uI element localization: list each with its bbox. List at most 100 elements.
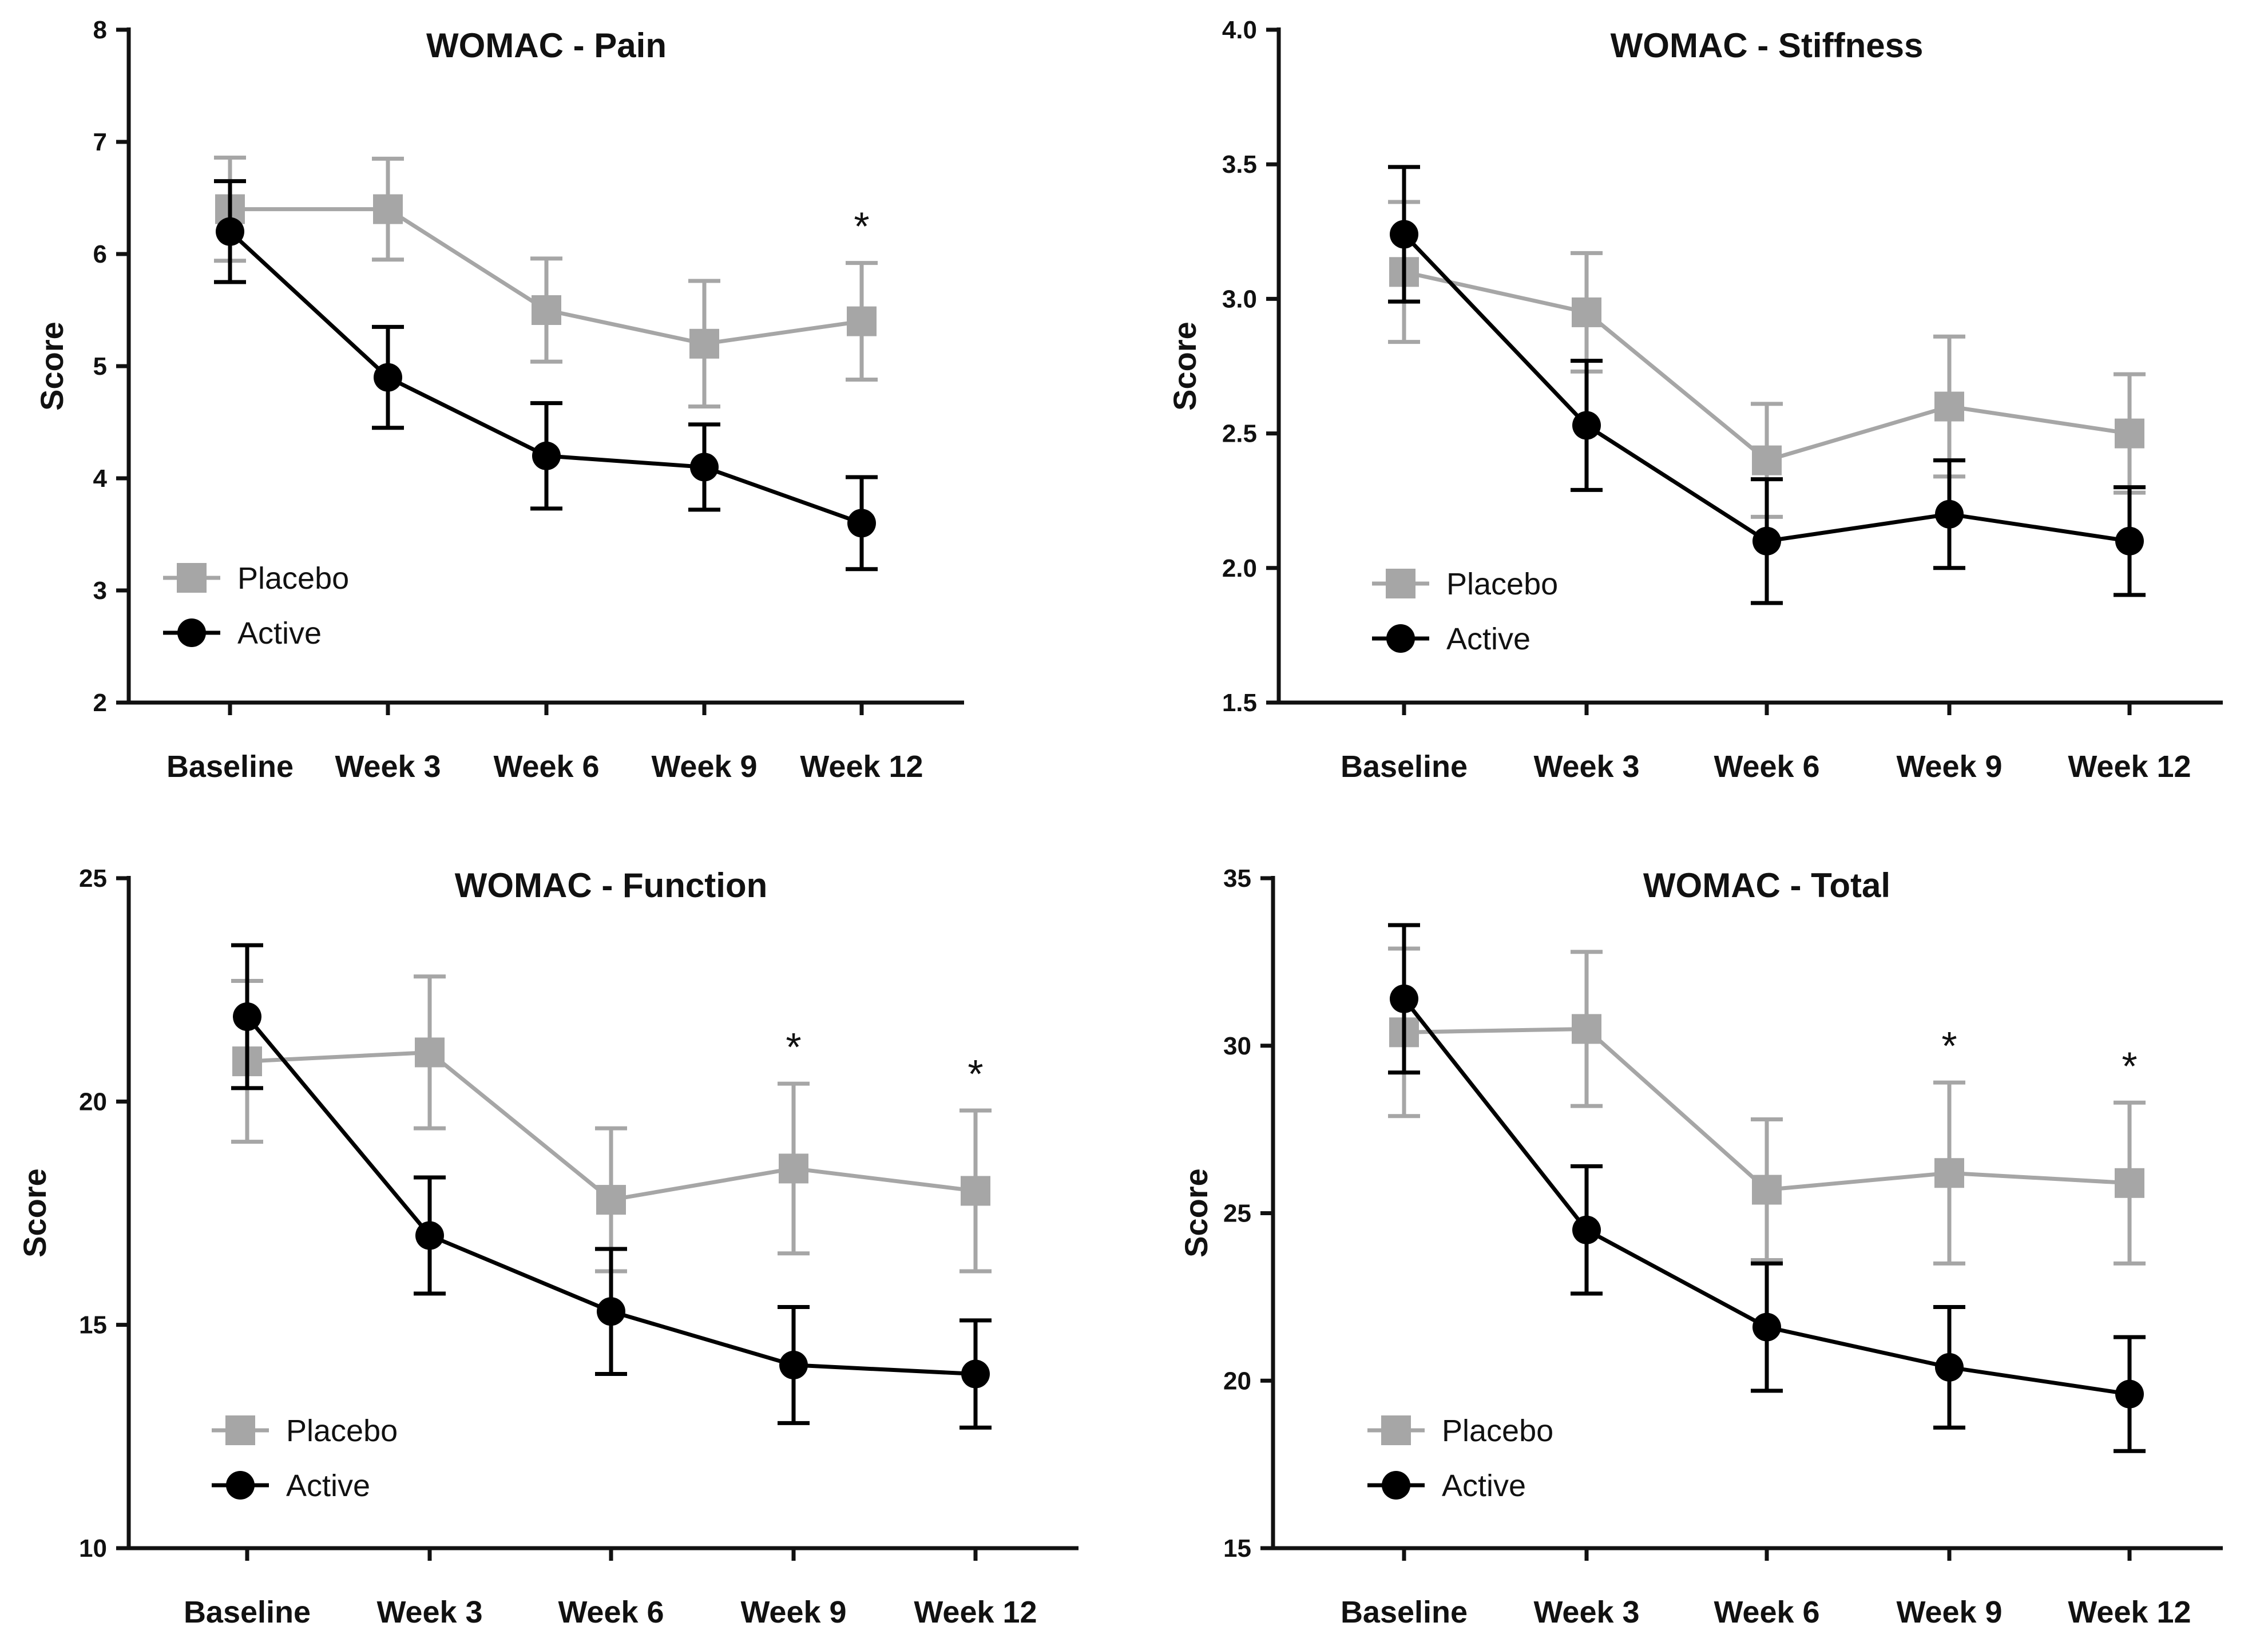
series-placebo bbox=[231, 974, 992, 1274]
data-point-square bbox=[961, 1176, 990, 1206]
y-axis-label: Score bbox=[34, 322, 70, 411]
y-tick-label: 10 bbox=[79, 1534, 107, 1562]
data-point-circle bbox=[415, 1221, 444, 1250]
legend-label: Placebo bbox=[237, 561, 349, 596]
data-point-square bbox=[596, 1185, 626, 1215]
y-tick-label: 2 bbox=[93, 689, 107, 717]
legend-marker-circle bbox=[1386, 624, 1415, 653]
series-active bbox=[1388, 165, 2146, 605]
significance-marker: * bbox=[786, 1025, 801, 1069]
data-point-circle bbox=[1935, 1353, 1964, 1382]
data-point-square bbox=[1934, 391, 1964, 422]
chart-title: WOMAC - Total bbox=[1643, 866, 1890, 905]
legend: Placebo Active bbox=[1372, 567, 1558, 656]
y-tick-label: 20 bbox=[79, 1088, 107, 1116]
legend-marker-square bbox=[225, 1415, 255, 1445]
legend-label: Placebo bbox=[1446, 567, 1558, 601]
x-tick-label: Week 12 bbox=[914, 1595, 1037, 1629]
legend-marker-square bbox=[177, 563, 207, 593]
significance-marker: * bbox=[854, 204, 869, 249]
data-point-square bbox=[847, 306, 877, 336]
y-tick-label: 2.5 bbox=[1222, 420, 1257, 448]
y-tick-label: 4 bbox=[93, 465, 108, 493]
y-tick-label: 15 bbox=[1223, 1534, 1251, 1562]
legend-label: Active bbox=[1442, 1469, 1526, 1503]
x-tick-label: Baseline bbox=[166, 749, 294, 784]
y-tick-label: 25 bbox=[79, 864, 107, 893]
legend-marker-circle bbox=[1382, 1471, 1410, 1500]
data-point-circle bbox=[233, 1002, 261, 1032]
data-point-circle bbox=[1935, 499, 1964, 529]
data-point-circle bbox=[374, 363, 402, 392]
y-tick-label: 30 bbox=[1223, 1032, 1251, 1060]
y-tick-label: 15 bbox=[79, 1311, 107, 1339]
data-point-circle bbox=[779, 1350, 808, 1379]
data-point-square bbox=[373, 194, 403, 224]
x-tick-label: Week 6 bbox=[558, 1595, 664, 1629]
data-point-circle bbox=[1390, 984, 1418, 1013]
significance-marker: * bbox=[2122, 1044, 2137, 1088]
data-point-circle bbox=[690, 453, 719, 482]
series-placebo bbox=[214, 155, 878, 409]
x-tick-label: Week 12 bbox=[2068, 1595, 2191, 1629]
data-point-circle bbox=[2115, 526, 2144, 556]
legend-label: Active bbox=[1446, 622, 1530, 656]
y-tick-label: 35 bbox=[1223, 864, 1251, 893]
x-tick-label: Week 6 bbox=[1714, 749, 1819, 784]
data-point-circle bbox=[1752, 1312, 1781, 1342]
data-point-square bbox=[1572, 1014, 1601, 1044]
data-point-circle bbox=[961, 1359, 990, 1389]
y-axis-label: Score bbox=[1178, 1168, 1214, 1258]
data-point-circle bbox=[532, 441, 561, 470]
chart-title: WOMAC - Function bbox=[455, 866, 768, 905]
x-tick-label: Week 12 bbox=[800, 749, 923, 784]
x-tick-label: Week 9 bbox=[740, 1595, 846, 1629]
y-tick-label: 5 bbox=[93, 352, 107, 380]
x-tick-label: Week 6 bbox=[1714, 1595, 1819, 1629]
x-tick-label: Baseline bbox=[1341, 1595, 1468, 1629]
y-tick-label: 1.5 bbox=[1222, 689, 1257, 717]
x-tick-label: Baseline bbox=[1341, 749, 1468, 784]
data-point-circle bbox=[1572, 411, 1601, 440]
series-active bbox=[231, 943, 992, 1430]
significance-marker: * bbox=[1941, 1024, 1957, 1068]
y-axis-label: Score bbox=[17, 1168, 53, 1258]
data-point-circle bbox=[1572, 1215, 1601, 1244]
y-tick-label: 4.0 bbox=[1222, 16, 1257, 44]
x-tick-label: Week 3 bbox=[1533, 749, 1639, 784]
y-tick-label: 7 bbox=[93, 128, 107, 156]
legend-label: Placebo bbox=[286, 1414, 398, 1448]
y-tick-label: 20 bbox=[1223, 1367, 1251, 1395]
series-placebo bbox=[1388, 946, 2146, 1266]
x-tick-label: Week 3 bbox=[1533, 1595, 1639, 1629]
data-point-circle bbox=[847, 509, 876, 538]
data-point-circle bbox=[2115, 1379, 2144, 1409]
y-tick-label: 8 bbox=[93, 16, 107, 44]
series-active bbox=[1388, 923, 2146, 1453]
significance-marker: * bbox=[968, 1052, 983, 1096]
legend: Placebo Active bbox=[1367, 1414, 1553, 1503]
data-point-square bbox=[2115, 1168, 2144, 1198]
series-placebo bbox=[1388, 200, 2146, 519]
y-tick-label: 6 bbox=[93, 240, 107, 268]
data-point-square bbox=[1572, 297, 1601, 327]
legend: Placebo Active bbox=[212, 1414, 398, 1503]
data-point-square bbox=[1752, 445, 1782, 475]
x-tick-label: Week 6 bbox=[493, 749, 599, 784]
data-point-square bbox=[1752, 1175, 1782, 1205]
data-point-circle bbox=[597, 1297, 625, 1326]
y-tick-label: 3.0 bbox=[1222, 285, 1257, 313]
panel-pain: WOMAC - Pain Score 2 3 4 5 6 7 8 Baseline Week 3 We… bbox=[34, 16, 964, 784]
y-tick-label: 25 bbox=[1223, 1200, 1251, 1228]
legend: Placebo Active bbox=[163, 561, 349, 651]
data-point-square bbox=[415, 1037, 445, 1068]
y-tick-label: 3.5 bbox=[1222, 150, 1257, 179]
data-point-square bbox=[532, 295, 561, 325]
legend-marker-square bbox=[1381, 1415, 1411, 1445]
x-tick-label: Baseline bbox=[184, 1595, 311, 1629]
panel-function: WOMAC - Function Score 10 15 20 25 Baseline Wee… bbox=[17, 864, 1079, 1629]
legend-label: Placebo bbox=[1442, 1414, 1553, 1448]
chart-title: WOMAC - Pain bbox=[426, 26, 667, 65]
chart-title: WOMAC - Stiffness bbox=[1611, 26, 1924, 65]
